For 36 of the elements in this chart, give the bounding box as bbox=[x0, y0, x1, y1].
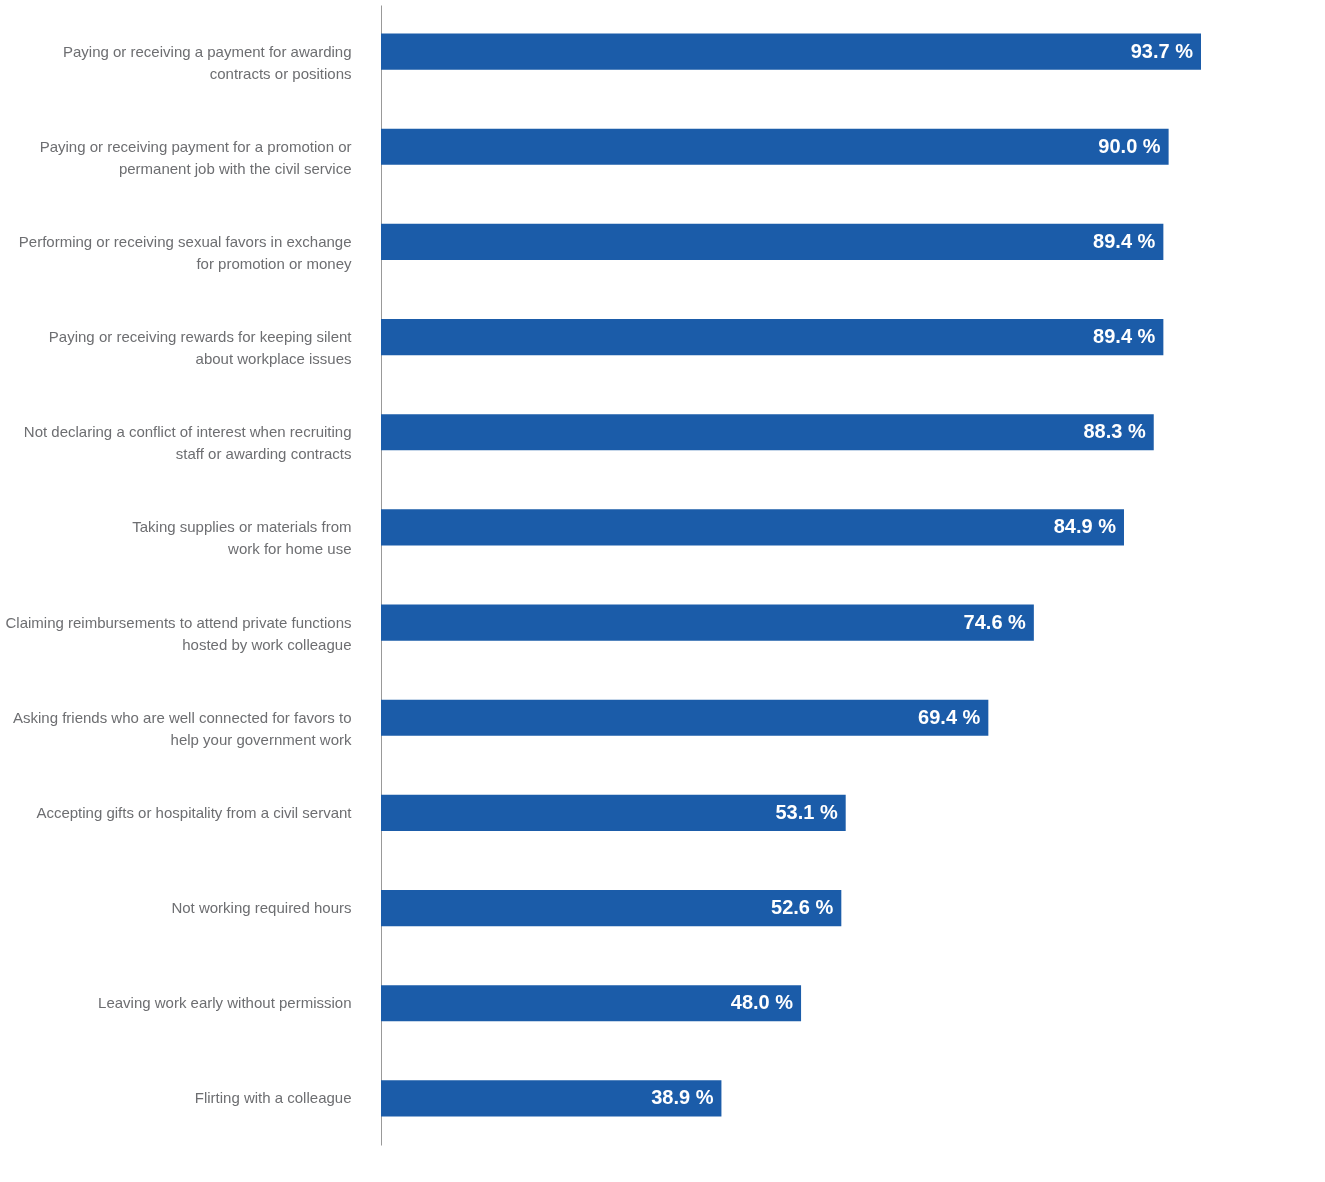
data-label: 93.7 % bbox=[1130, 39, 1194, 62]
bar bbox=[381, 223, 1164, 261]
bar bbox=[381, 604, 1034, 641]
bar bbox=[381, 33, 1201, 70]
y-tick-label: Asking friends who are well connected for favors to help your government work bbox=[12, 708, 352, 748]
data-label: 38.9 % bbox=[651, 1086, 714, 1109]
y-tick-label: Paying or receiving payment for a promotion or permanent job with the civil service bbox=[39, 137, 352, 177]
y-tick-label: Accepting gifts or hospitality from a civil servant bbox=[36, 803, 353, 821]
bar bbox=[381, 1080, 722, 1117]
y-tick-label: Paying or receiving a payment for awarding contracts or positions bbox=[63, 42, 352, 82]
y-tick-label: Not declaring a conflict of interest when recruiting staff or awarding contracts bbox=[23, 423, 352, 463]
bar bbox=[381, 889, 842, 927]
data-label: 84.9 % bbox=[1053, 515, 1117, 538]
y-tick-label: Not working required hours bbox=[171, 899, 352, 917]
y-tick-label: Claiming reimbursements to attend private functions hosted by work colleague bbox=[5, 613, 352, 653]
bar bbox=[381, 128, 1169, 165]
data-label: 90.0 % bbox=[1098, 134, 1161, 157]
y-tick-label: Paying or receiving rewards for keeping silent about workplace issues bbox=[48, 328, 353, 368]
bar bbox=[381, 699, 989, 736]
y-tick-label: Leaving work early without permission bbox=[98, 994, 352, 1012]
data-label: 89.4 % bbox=[1093, 229, 1156, 252]
data-label: 53.1 % bbox=[775, 800, 838, 823]
data-label: 74.6 % bbox=[963, 610, 1027, 633]
bar bbox=[381, 319, 1164, 356]
data-label: 89.4 % bbox=[1093, 325, 1156, 348]
bar bbox=[381, 509, 1124, 546]
data-label: 48.0 % bbox=[730, 991, 794, 1014]
bar bbox=[381, 414, 1154, 451]
y-tick-label: Performing or receiving sexual favors in exchange for promotion or money bbox=[18, 232, 352, 272]
data-label: 52.6 % bbox=[771, 896, 834, 919]
bar bbox=[381, 794, 846, 831]
bar bbox=[381, 985, 802, 1022]
data-label: 88.3 % bbox=[1083, 420, 1146, 443]
y-tick-label: Taking supplies or materials from work for home use bbox=[132, 518, 352, 558]
data-label: 69.4 % bbox=[918, 705, 981, 728]
y-tick-label: Flirting with a colleague bbox=[194, 1089, 352, 1107]
